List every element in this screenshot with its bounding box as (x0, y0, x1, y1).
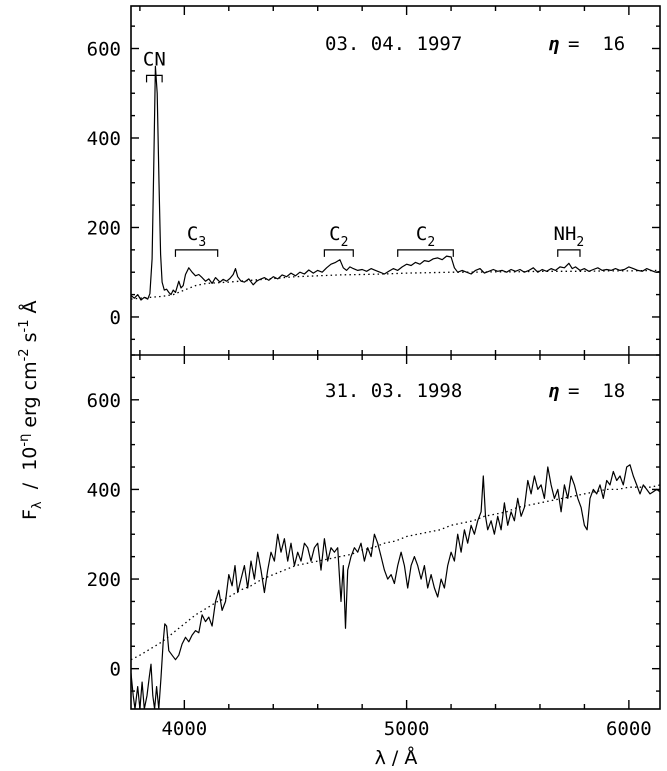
panel-top-spectrum: 0 200 400 600 CN C3 C2 C2 NH2 03. 04. 1997 η = … (87, 6, 660, 355)
top-axis-ticks: 0 200 400 600 (87, 6, 660, 355)
band-label: C2 (416, 223, 435, 250)
top-series-solid-line (131, 65, 660, 301)
bottom-eta-value: = 18 (568, 380, 625, 402)
band-label: C3 (187, 223, 206, 250)
bottom-eta-symbol: η (548, 380, 559, 402)
bottom-y-tick-label: 600 (87, 390, 121, 412)
top-eta-symbol: η (548, 33, 559, 55)
band-bracket (145, 74, 163, 83)
panel-bottom-spectrum: 0 200 400 600 4000 5000 6000 31. 03. 1998 η = … (87, 354, 660, 740)
top-series-group (131, 65, 660, 301)
band-bracket (174, 249, 219, 257)
bottom-date-label: 31. 03. 1998 (325, 380, 462, 402)
y-axis-title: Fλ / 10-η erg cm-2 s-1 Å (17, 300, 45, 520)
bottom-x-tick-label: 6000 (606, 718, 652, 740)
bottom-y-tick-label: 400 (87, 479, 121, 501)
top-y-tick-label: 0 (110, 307, 121, 329)
bottom-y-tick-label: 0 (110, 659, 121, 681)
bottom-series-solid-line (131, 464, 660, 709)
bottom-series-group (131, 464, 660, 709)
band-bracket (557, 249, 581, 257)
bottom-x-tick-label: 5000 (384, 718, 430, 740)
band-bracket (397, 249, 454, 257)
band-label: CN (143, 48, 166, 70)
bottom-y-tick-label: 200 (87, 569, 121, 591)
bottom-axis-ticks: 0 200 400 600 4000 5000 6000 (87, 354, 660, 740)
x-axis-title: λ / Å (375, 746, 418, 769)
top-y-tick-label: 400 (87, 128, 121, 150)
top-band-annotations: CN C3 C2 C2 NH2 (143, 48, 584, 257)
band-bracket (323, 249, 354, 257)
top-date-label: 03. 04. 1997 (325, 33, 462, 55)
top-eta-value: = 16 (568, 33, 625, 55)
top-y-tick-label: 600 (87, 39, 121, 61)
band-label: NH2 (554, 223, 585, 250)
bottom-x-tick-label: 4000 (161, 718, 207, 740)
plot-frame (130, 5, 661, 710)
band-label: C2 (329, 223, 348, 250)
bottom-series-dotted-line (131, 484, 660, 661)
top-y-tick-label: 200 (87, 217, 121, 239)
top-series-dotted-line (131, 269, 660, 300)
